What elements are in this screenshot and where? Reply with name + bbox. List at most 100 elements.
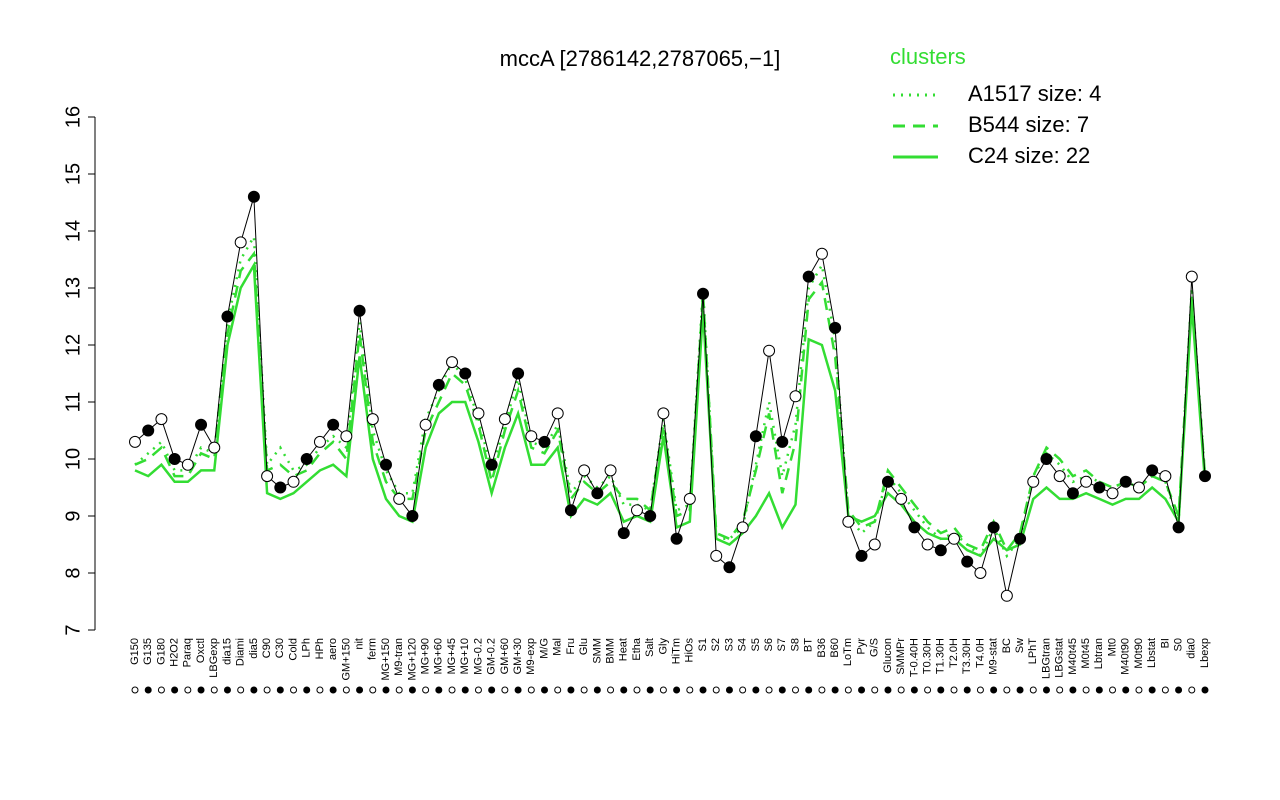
point bbox=[1159, 470, 1172, 483]
point bbox=[181, 458, 194, 471]
x-tick-label: Fru bbox=[565, 638, 577, 655]
x-marker bbox=[1042, 686, 1050, 694]
x-marker bbox=[342, 686, 350, 694]
point bbox=[1172, 521, 1185, 534]
point bbox=[1093, 481, 1106, 494]
x-tick-label: M/G bbox=[538, 638, 550, 659]
x-marker bbox=[316, 686, 324, 694]
point bbox=[142, 424, 155, 437]
y-tick-label: 9 bbox=[62, 510, 84, 521]
x-tick-label: S0 bbox=[1172, 638, 1184, 651]
x-marker bbox=[910, 686, 918, 694]
point bbox=[564, 504, 577, 517]
point bbox=[948, 532, 961, 545]
y-tick-label: 12 bbox=[62, 334, 84, 356]
y-tick-label: 13 bbox=[62, 277, 84, 299]
x-marker bbox=[210, 686, 218, 694]
point bbox=[829, 321, 842, 334]
x-marker bbox=[408, 686, 416, 694]
x-marker bbox=[871, 686, 879, 694]
x-marker bbox=[646, 686, 654, 694]
x-tick-label: B60 bbox=[829, 638, 841, 658]
legend-label: B544 size: 7 bbox=[968, 112, 1089, 137]
x-marker bbox=[897, 686, 905, 694]
point bbox=[195, 418, 208, 431]
x-marker bbox=[844, 686, 852, 694]
y-tick-label: 16 bbox=[62, 106, 84, 128]
x-tick-label: GM+150 bbox=[340, 638, 352, 681]
point bbox=[749, 430, 762, 443]
x-tick-label: T3.30H bbox=[961, 638, 973, 674]
x-tick-label: S4 bbox=[737, 638, 749, 651]
point bbox=[895, 492, 908, 505]
x-marker bbox=[223, 686, 231, 694]
point bbox=[670, 532, 683, 545]
point bbox=[155, 413, 168, 426]
x-tick-label: LPh bbox=[301, 638, 313, 658]
point bbox=[340, 430, 353, 443]
point bbox=[406, 510, 419, 522]
x-tick-label: Oxctl bbox=[195, 638, 207, 663]
x-tick-label: HiOs bbox=[684, 638, 696, 663]
x-marker bbox=[580, 686, 588, 694]
x-marker bbox=[474, 686, 482, 694]
x-tick-label: G150 bbox=[129, 638, 141, 665]
point bbox=[921, 538, 934, 551]
x-tick-label: GM+60 bbox=[499, 638, 511, 674]
x-marker bbox=[1109, 686, 1117, 694]
point bbox=[419, 418, 432, 431]
point bbox=[1014, 532, 1027, 545]
x-marker bbox=[1003, 686, 1011, 694]
x-marker bbox=[263, 686, 271, 694]
point bbox=[472, 407, 485, 420]
x-marker bbox=[1161, 686, 1169, 694]
point bbox=[974, 567, 987, 579]
x-marker bbox=[395, 686, 403, 694]
point bbox=[987, 521, 1000, 534]
y-tick-label: 8 bbox=[62, 567, 84, 578]
x-tick-label: M9-stat bbox=[988, 638, 1000, 675]
point bbox=[1132, 481, 1145, 494]
x-marker bbox=[1069, 686, 1077, 694]
x-tick-label: T4.0H bbox=[974, 638, 986, 668]
x-tick-label: HPh bbox=[314, 638, 326, 659]
x-marker bbox=[501, 686, 509, 694]
x-marker bbox=[1122, 686, 1130, 694]
x-tick-label: MG+120 bbox=[406, 638, 418, 681]
point bbox=[459, 367, 472, 380]
x-tick-label: S8 bbox=[789, 638, 801, 651]
point bbox=[736, 521, 749, 534]
x-tick-label: M9-exp bbox=[525, 638, 537, 675]
x-tick-label: B36 bbox=[816, 638, 828, 658]
x-marker bbox=[1056, 686, 1064, 694]
x-tick-label: S2 bbox=[710, 638, 722, 651]
gene-line bbox=[134, 196, 1206, 596]
x-tick-label: G/S bbox=[869, 638, 881, 657]
x-marker bbox=[725, 686, 733, 694]
x-tick-label: LBGtran bbox=[1040, 638, 1052, 679]
point bbox=[366, 413, 379, 426]
x-marker bbox=[976, 686, 984, 694]
x-marker bbox=[382, 686, 390, 694]
x-tick-label: nit bbox=[353, 638, 365, 650]
x-marker bbox=[184, 686, 192, 694]
x-tick-label: MG+90 bbox=[420, 638, 432, 674]
x-marker bbox=[805, 686, 813, 694]
x-marker bbox=[329, 686, 337, 694]
x-marker bbox=[633, 686, 641, 694]
x-tick-label: Gly bbox=[657, 638, 669, 655]
legend-label: C24 size: 22 bbox=[968, 143, 1090, 168]
point bbox=[802, 270, 815, 283]
x-marker bbox=[1135, 686, 1143, 694]
y-tick-label: 10 bbox=[62, 448, 84, 470]
point bbox=[723, 561, 736, 574]
x-tick-label: Salt bbox=[644, 638, 656, 657]
point bbox=[261, 470, 274, 483]
point bbox=[776, 435, 789, 448]
point bbox=[446, 356, 459, 369]
x-marker bbox=[924, 686, 932, 694]
x-tick-label: Sw bbox=[1014, 638, 1026, 653]
point bbox=[815, 247, 828, 260]
